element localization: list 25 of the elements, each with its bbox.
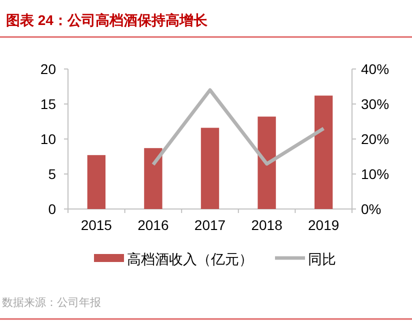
- x-tick-label: 2016: [138, 217, 169, 233]
- legend-label: 同比: [308, 251, 336, 267]
- y-tick-label: 0: [48, 201, 56, 217]
- y2-tick-label: 30%: [361, 96, 390, 112]
- x-tick-label: 2019: [308, 217, 340, 233]
- y-tick-label: 5: [48, 166, 56, 182]
- y-tick-label: 15: [40, 96, 56, 112]
- bar: [200, 128, 220, 209]
- x-tick-label: 2017: [194, 217, 226, 233]
- y2-tick-label: 10%: [361, 166, 390, 182]
- legend-label: 高档酒收入（亿元）: [127, 251, 253, 267]
- source-note: 数据来源：公司年报: [2, 296, 101, 309]
- y2-tick-label: 0%: [361, 201, 382, 217]
- y2-tick-label: 40%: [361, 61, 390, 77]
- x-tick-label: 2015: [80, 217, 112, 233]
- bar: [314, 96, 333, 209]
- line-series: [151, 88, 326, 166]
- y-tick-label: 10: [40, 131, 56, 147]
- y2-tick-label: 20%: [361, 131, 390, 147]
- bar: [258, 116, 276, 209]
- bar: [87, 155, 106, 209]
- bar: [144, 148, 162, 209]
- x-tick-label: 2018: [251, 217, 283, 233]
- chart-title: 图表 24：公司高档酒保持高增长: [6, 12, 208, 28]
- y-tick-label: 20: [40, 61, 56, 77]
